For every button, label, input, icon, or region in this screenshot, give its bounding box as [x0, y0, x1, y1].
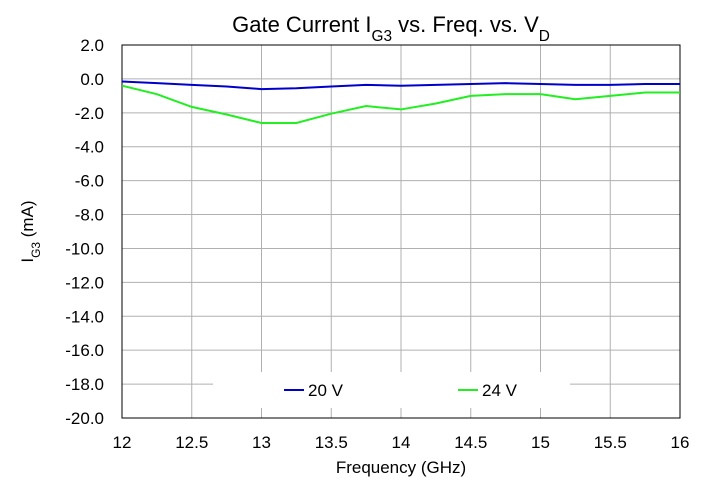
chart-title-sub: G3: [372, 28, 393, 45]
x-tick-label: 14.5: [454, 433, 487, 452]
legend-box: [213, 372, 570, 408]
plot-border: [121, 44, 681, 419]
x-tick-label: 14: [392, 433, 411, 452]
data-line: [121, 80, 680, 91]
y-axis-label-sub: G3: [29, 242, 43, 258]
y-axis-label: IG3 (mA): [18, 200, 43, 262]
y-tick-label: -18.0: [65, 375, 104, 394]
x-tick-label: 16: [671, 433, 690, 452]
y-tick-label: -6.0: [75, 172, 104, 191]
y-tick-label: -14.0: [65, 307, 104, 326]
y-axis-label-part: I: [18, 258, 37, 263]
x-tick-label: 13.5: [315, 433, 348, 452]
y-tick-label: -4.0: [75, 138, 104, 157]
chart-title-part: vs. Freq. vs. V: [392, 12, 539, 37]
y-tick-label: -10.0: [65, 239, 104, 258]
y-tick-label: -12.0: [65, 273, 104, 292]
x-tick-label: 12: [113, 433, 132, 452]
chart-title-sub: D: [539, 28, 550, 45]
chart-title-part: Gate Current I: [232, 12, 371, 37]
x-axis-label: Frequency (GHz): [336, 458, 466, 477]
y-tick-label: -20.0: [65, 409, 104, 428]
legend-label: 24 V: [482, 381, 518, 400]
x-tick-label: 13: [252, 433, 271, 452]
y-axis-label-part: (mA): [18, 200, 37, 242]
x-tick-label: 15.5: [594, 433, 627, 452]
y-tick-label: -16.0: [65, 341, 104, 360]
data-line: [121, 84, 680, 124]
y-tick-label: -2.0: [75, 104, 104, 123]
y-tick-label: -8.0: [75, 206, 104, 225]
x-tick-label: 15: [531, 433, 550, 452]
y-tick-label: 2.0: [80, 36, 104, 55]
chart-title: Gate Current IG3 vs. Freq. vs. VD: [232, 12, 550, 45]
legend-label: 20 V: [308, 381, 344, 400]
x-axis-label-part: Frequency (GHz): [336, 458, 466, 477]
y-tick-label: 0.0: [80, 70, 104, 89]
x-tick-label: 12.5: [175, 433, 208, 452]
